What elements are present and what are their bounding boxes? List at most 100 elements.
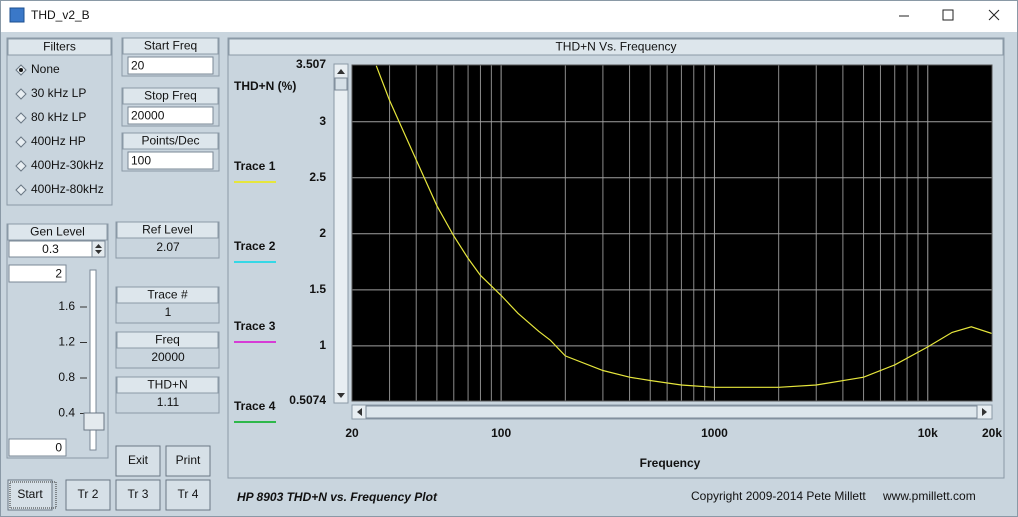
slider-tick-label: 0.8 bbox=[58, 370, 75, 384]
slider-tick-label: 1.6 bbox=[58, 299, 75, 313]
y-tick-label: 2.5 bbox=[309, 170, 326, 184]
panel-header-text: Ref Level bbox=[142, 223, 193, 237]
button[interactable] bbox=[7, 479, 53, 511]
radio-dot bbox=[19, 68, 23, 72]
panel-header bbox=[7, 223, 108, 241]
app-icon bbox=[9, 7, 25, 23]
radio-label: 400Hz-80kHz bbox=[31, 182, 104, 196]
panel-header bbox=[116, 376, 219, 394]
plot-area bbox=[352, 65, 992, 401]
text-input[interactable] bbox=[8, 264, 67, 283]
slider-tick-label: 1.2 bbox=[58, 335, 75, 349]
y-axis-label: THD+N (%) bbox=[234, 79, 296, 93]
panel-header bbox=[116, 221, 219, 239]
panel-header-text: Start Freq bbox=[144, 39, 197, 53]
legend-label: Trace 2 bbox=[234, 239, 276, 253]
radio-label: 400Hz-30kHz bbox=[31, 158, 104, 172]
panel-header-text: Stop Freq bbox=[144, 89, 197, 103]
radio-button[interactable] bbox=[15, 160, 27, 172]
scroll-thumb[interactable] bbox=[365, 405, 978, 419]
panel-header-text: THD+N Vs. Frequency bbox=[555, 40, 676, 54]
panel-header bbox=[122, 87, 219, 105]
y-tick-label: 1 bbox=[319, 338, 326, 352]
button[interactable] bbox=[165, 445, 211, 477]
readout-value: 1 bbox=[165, 305, 172, 319]
text-input-value: 20000 bbox=[131, 109, 165, 123]
panel-header bbox=[122, 37, 219, 55]
radio-button[interactable] bbox=[15, 88, 27, 100]
button[interactable] bbox=[165, 479, 211, 511]
legend-label: Trace 3 bbox=[234, 319, 276, 333]
button-focus bbox=[9, 481, 57, 509]
y-tick-label: 1.5 bbox=[309, 282, 326, 296]
y-tick-label: 3.507 bbox=[296, 57, 326, 71]
maximize-button[interactable] bbox=[942, 9, 954, 21]
text-input[interactable] bbox=[127, 56, 214, 75]
readout-value: 20000 bbox=[151, 350, 185, 364]
legend-label: Trace 1 bbox=[234, 159, 276, 173]
footer-copyright: Copyright 2009-2014 Pete Millett bbox=[691, 489, 866, 503]
footer-website: www.pmillett.com bbox=[882, 489, 976, 503]
button[interactable] bbox=[65, 479, 111, 511]
text-input-value: 20 bbox=[131, 59, 145, 73]
radio-label: 80 kHz LP bbox=[31, 110, 86, 124]
panel-header-text: Gen Level bbox=[30, 225, 85, 239]
x-tick-label: 1000 bbox=[701, 426, 728, 440]
x-tick-label: 20k bbox=[982, 426, 1002, 440]
panel-header bbox=[116, 331, 219, 349]
slider-thumb[interactable] bbox=[83, 412, 105, 431]
panel-header-text: Trace # bbox=[147, 288, 188, 302]
x-axis-label: Frequency bbox=[640, 456, 701, 470]
footer-title: HP 8903 THD+N vs. Frequency Plot bbox=[237, 490, 438, 504]
panel-header-text: THD+N bbox=[147, 378, 187, 392]
x-tick-label: 20 bbox=[345, 426, 359, 440]
button-label[interactable]: Exit bbox=[128, 453, 149, 467]
panel-header bbox=[228, 38, 1004, 56]
text-input-value: 2 bbox=[55, 267, 62, 281]
x-tick-label: 100 bbox=[491, 426, 511, 440]
button-label[interactable]: Print bbox=[176, 453, 201, 467]
panel bbox=[6, 37, 113, 206]
radio-label: None bbox=[31, 62, 60, 76]
x-tick-label: 10k bbox=[918, 426, 938, 440]
window-title: THD_v2_B bbox=[31, 8, 90, 22]
radio-button[interactable] bbox=[15, 136, 27, 148]
panel-header-text: Points/Dec bbox=[141, 134, 199, 148]
y-tick-label: 0.5074 bbox=[289, 393, 326, 407]
panel-header bbox=[7, 38, 112, 56]
panel-header bbox=[122, 132, 219, 150]
y-tick-label: 3 bbox=[319, 114, 326, 128]
text-input[interactable] bbox=[8, 438, 67, 457]
text-input-value: 0 bbox=[55, 441, 62, 455]
plot-border bbox=[351, 64, 993, 402]
v-scrollbar[interactable] bbox=[333, 63, 349, 404]
text-input-value: 0.3 bbox=[42, 242, 59, 256]
panel-header-text: Freq bbox=[155, 333, 180, 347]
slider-track bbox=[89, 269, 97, 451]
panel-header-text: Filters bbox=[43, 40, 76, 54]
slider-tick-label: 0.4 bbox=[58, 406, 75, 420]
text-input[interactable] bbox=[127, 106, 214, 125]
readout-value: 1.11 bbox=[157, 395, 180, 409]
readout-value: 2.07 bbox=[156, 240, 180, 254]
close-button[interactable] bbox=[988, 9, 1000, 21]
button-label[interactable]: Start bbox=[17, 487, 43, 501]
radio-button[interactable] bbox=[15, 184, 27, 196]
button-label[interactable]: Tr 3 bbox=[128, 487, 149, 501]
trace-line bbox=[375, 65, 992, 388]
spinner-arrows bbox=[95, 244, 102, 254]
title-bar bbox=[0, 0, 1018, 32]
button[interactable] bbox=[115, 479, 161, 511]
legend-label: Trace 4 bbox=[234, 399, 276, 413]
button-label[interactable]: Tr 4 bbox=[178, 487, 199, 501]
radio-label: 30 kHz LP bbox=[31, 86, 86, 100]
text-input[interactable] bbox=[127, 151, 214, 170]
button-label[interactable]: Tr 2 bbox=[78, 487, 99, 501]
panel-header bbox=[116, 286, 219, 304]
scroll-thumb[interactable] bbox=[334, 77, 348, 91]
radio-button[interactable] bbox=[15, 112, 27, 124]
spinner[interactable] bbox=[91, 240, 106, 258]
y-tick-label: 2 bbox=[319, 226, 326, 240]
button[interactable] bbox=[115, 445, 161, 477]
